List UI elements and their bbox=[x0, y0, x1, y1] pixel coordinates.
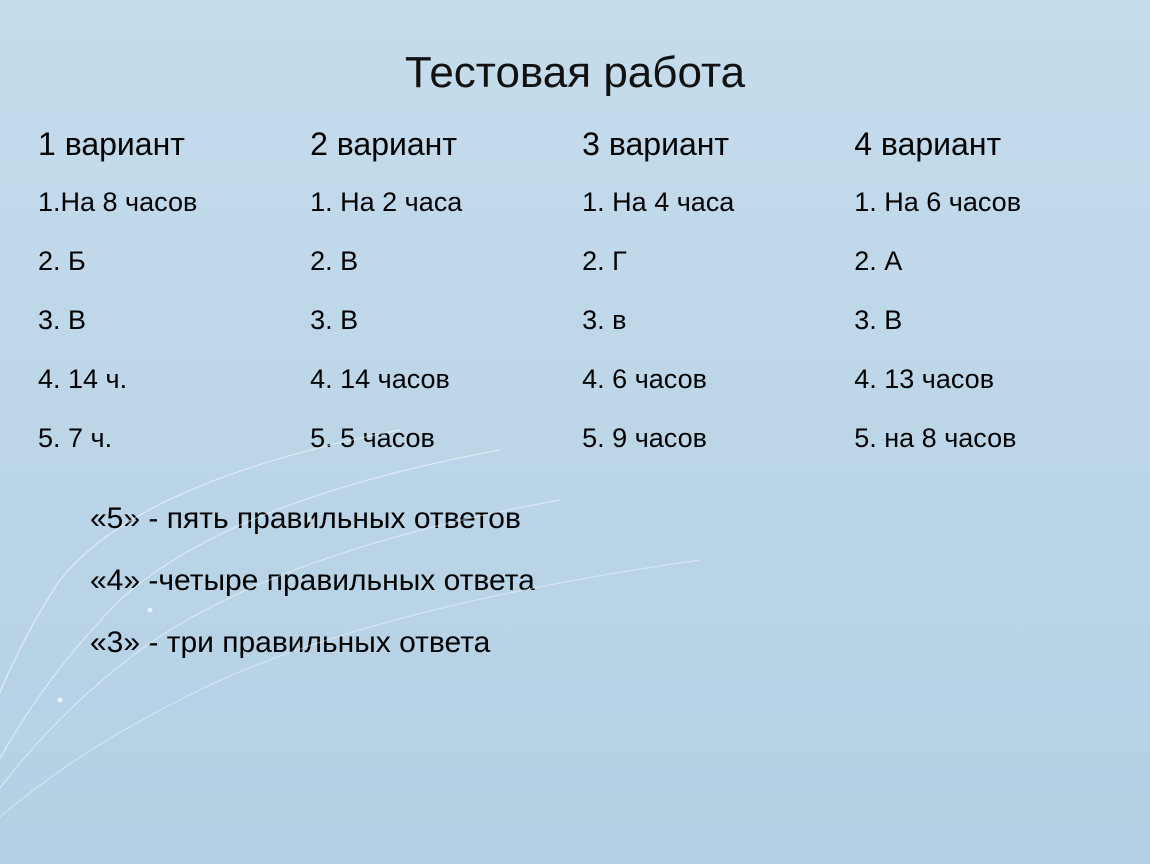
answer-item: 4. 13 часов bbox=[854, 364, 1112, 395]
answer-item: 3. В bbox=[38, 305, 296, 336]
answer-item: 4. 6 часов bbox=[582, 364, 840, 395]
answer-columns: 1 вариант 1.На 8 часов 2. Б 3. В 4. 14 ч… bbox=[0, 126, 1150, 482]
answer-item: 5. на 8 часов bbox=[854, 423, 1112, 454]
answer-item: 3. в bbox=[582, 305, 840, 336]
answer-item: 4. 14 ч. bbox=[38, 364, 296, 395]
grade-rule: «5» - пять правильных ответов bbox=[90, 502, 1150, 536]
grade-rule: «4» -четыре правильных ответа bbox=[90, 564, 1150, 598]
answer-item: 1. На 6 часов bbox=[854, 187, 1112, 218]
slide-title: Тестовая работа bbox=[0, 0, 1150, 126]
answer-item: 2. Б bbox=[38, 246, 296, 277]
answer-item: 3. В bbox=[854, 305, 1112, 336]
answer-item: 1.На 8 часов bbox=[38, 187, 296, 218]
answer-item: 1. На 4 часа bbox=[582, 187, 840, 218]
answer-item: 5. 7 ч. bbox=[38, 423, 296, 454]
answer-item: 2. А bbox=[854, 246, 1112, 277]
variant-column-3: 3 вариант 1. На 4 часа 2. Г 3. в 4. 6 ча… bbox=[582, 126, 840, 482]
answer-item: 5. 9 часов bbox=[582, 423, 840, 454]
variant-column-1: 1 вариант 1.На 8 часов 2. Б 3. В 4. 14 ч… bbox=[38, 126, 296, 482]
variant-header: 3 вариант bbox=[582, 126, 840, 163]
answer-item: 2. Г bbox=[582, 246, 840, 277]
grade-rule: «3» - три правильных ответа bbox=[90, 626, 1150, 660]
answer-item: 4. 14 часов bbox=[310, 364, 568, 395]
variant-column-2: 2 вариант 1. На 2 часа 2. В 3. В 4. 14 ч… bbox=[310, 126, 568, 482]
variant-header: 4 вариант bbox=[854, 126, 1112, 163]
answer-item: 1. На 2 часа bbox=[310, 187, 568, 218]
grading-block: «5» - пять правильных ответов «4» -четыр… bbox=[0, 482, 1150, 660]
variant-column-4: 4 вариант 1. На 6 часов 2. А 3. В 4. 13 … bbox=[854, 126, 1112, 482]
answer-item: 2. В bbox=[310, 246, 568, 277]
answer-item: 5. 5 часов bbox=[310, 423, 568, 454]
variant-header: 1 вариант bbox=[38, 126, 296, 163]
answer-item: 3. В bbox=[310, 305, 568, 336]
variant-header: 2 вариант bbox=[310, 126, 568, 163]
